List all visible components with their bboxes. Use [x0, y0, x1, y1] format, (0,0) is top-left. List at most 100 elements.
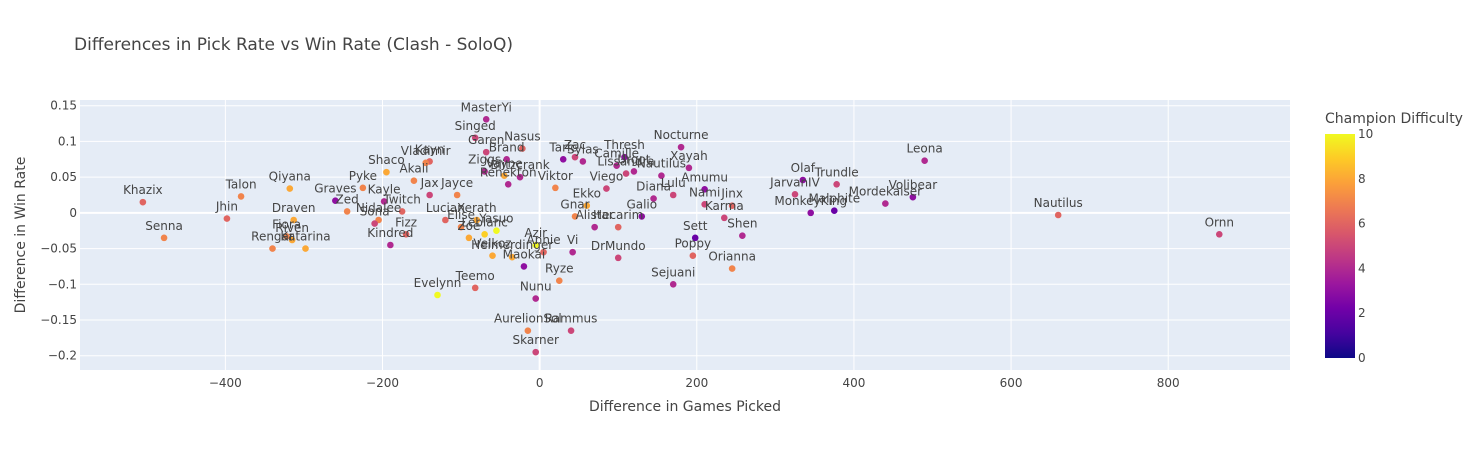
data-point: [359, 184, 367, 192]
point-label: Fiora: [272, 217, 301, 231]
data-point: [559, 155, 567, 163]
point-label: Elise: [447, 208, 475, 222]
point-label: Lissandra: [597, 155, 654, 169]
data-point: [532, 241, 540, 249]
point-label: Taric: [548, 140, 577, 154]
data-point: [371, 220, 378, 227]
point-label: Alistar: [576, 208, 614, 222]
point-label: Nunu: [520, 280, 552, 294]
data-point: [524, 327, 532, 335]
point-label: Urgot: [617, 152, 650, 166]
point-label: Orianna: [708, 250, 756, 264]
point-label: Brand: [489, 140, 525, 154]
x-axis-ticks: −400 −200 0 200 400 600 800: [209, 376, 1180, 390]
data-point: [302, 245, 309, 252]
chart-title: Differences in Pick Rate vs Win Rate (Cl…: [74, 35, 513, 55]
point-label: Kayle: [368, 182, 401, 196]
point-label: Katarina: [280, 230, 330, 244]
data-point: [799, 176, 807, 184]
point-label: Shen: [727, 217, 757, 231]
data-point: [685, 164, 693, 172]
y-tick-label: −0.2: [48, 349, 77, 363]
data-point: [622, 170, 630, 177]
point-label: MasterYi: [461, 100, 512, 114]
point-label: Heimerdinger: [471, 238, 553, 252]
point-label: Hecarim: [593, 208, 643, 222]
data-point: [613, 162, 620, 170]
data-point: [650, 195, 657, 202]
point-label: Diana: [636, 180, 671, 194]
data-point: [791, 190, 799, 198]
point-label: MonkeyKing: [774, 194, 847, 208]
data-point: [288, 236, 296, 244]
data-point: [720, 214, 728, 222]
point-label: DrMundo: [591, 239, 646, 253]
data-point: [508, 253, 516, 261]
point-label: Azir: [524, 226, 547, 240]
point-label: Kindred: [367, 226, 413, 240]
data-point: [614, 223, 622, 231]
data-point: [473, 216, 481, 224]
data-point: [728, 265, 736, 272]
point-label: Jax: [420, 176, 439, 190]
data-point: [658, 172, 665, 180]
point-label: Jhin: [215, 200, 238, 214]
data-point: [579, 158, 587, 165]
data-point: [614, 254, 622, 262]
point-label: Fizz: [395, 215, 417, 229]
point-label: Jinx: [720, 187, 743, 201]
y-tick-label: 0.1: [58, 134, 77, 148]
data-point: [567, 327, 575, 335]
x-axis-title: Difference in Games Picked: [589, 399, 781, 415]
point-label: Qiyana: [269, 170, 311, 184]
data-point: [569, 248, 576, 256]
data-point: [691, 234, 699, 242]
point-label: Renekton: [480, 165, 537, 179]
point-label: Singed: [455, 119, 496, 133]
point-label: Xayah: [670, 149, 708, 163]
point-label: Olaf: [791, 161, 816, 175]
point-label: Volibear: [889, 178, 938, 192]
point-label: Lulu: [661, 176, 686, 190]
data-point: [532, 348, 540, 356]
data-point: [383, 168, 390, 176]
point-label: Ekko: [573, 187, 601, 201]
point-label: Vayne: [486, 157, 523, 171]
colorbar-tick-label: 8: [1358, 172, 1366, 186]
point-label: Blitzcrank: [490, 158, 549, 172]
data-point: [1215, 230, 1223, 238]
point-label: Evelynn: [414, 276, 462, 290]
data-point: [422, 159, 430, 167]
point-label: Vladimir: [401, 144, 451, 158]
data-point: [571, 153, 579, 161]
point-label: Nautilus: [637, 157, 686, 171]
colorbar-tick-label: 4: [1358, 261, 1366, 275]
data-point: [571, 213, 579, 220]
point-label: Zoe: [457, 219, 480, 233]
y-tick-label: −0.1: [48, 277, 77, 291]
point-label: Zed: [336, 192, 359, 206]
point-label: Garen: [468, 133, 504, 147]
point-label: Malphite: [808, 192, 860, 206]
data-point: [669, 280, 677, 288]
data-point: [921, 157, 928, 165]
point-label: Jayce: [440, 176, 473, 190]
data-point: [237, 193, 245, 200]
point-label: Nidalee: [356, 201, 401, 215]
point-label: Ziggs: [468, 152, 501, 166]
data-point: [434, 291, 441, 299]
data-point: [286, 185, 294, 192]
point-label: Senna: [145, 219, 183, 233]
y-tick-label: 0.15: [50, 99, 77, 113]
data-point: [621, 153, 628, 161]
point-label: Skarner: [513, 333, 559, 347]
y-tick-label: 0.05: [50, 170, 77, 184]
point-label: Camille: [594, 147, 639, 161]
data-point: [283, 233, 290, 240]
point-label: Akali: [399, 162, 428, 176]
point-label: Karma: [705, 199, 744, 213]
point-label: Shaco: [368, 153, 405, 167]
data-point: [160, 234, 168, 242]
